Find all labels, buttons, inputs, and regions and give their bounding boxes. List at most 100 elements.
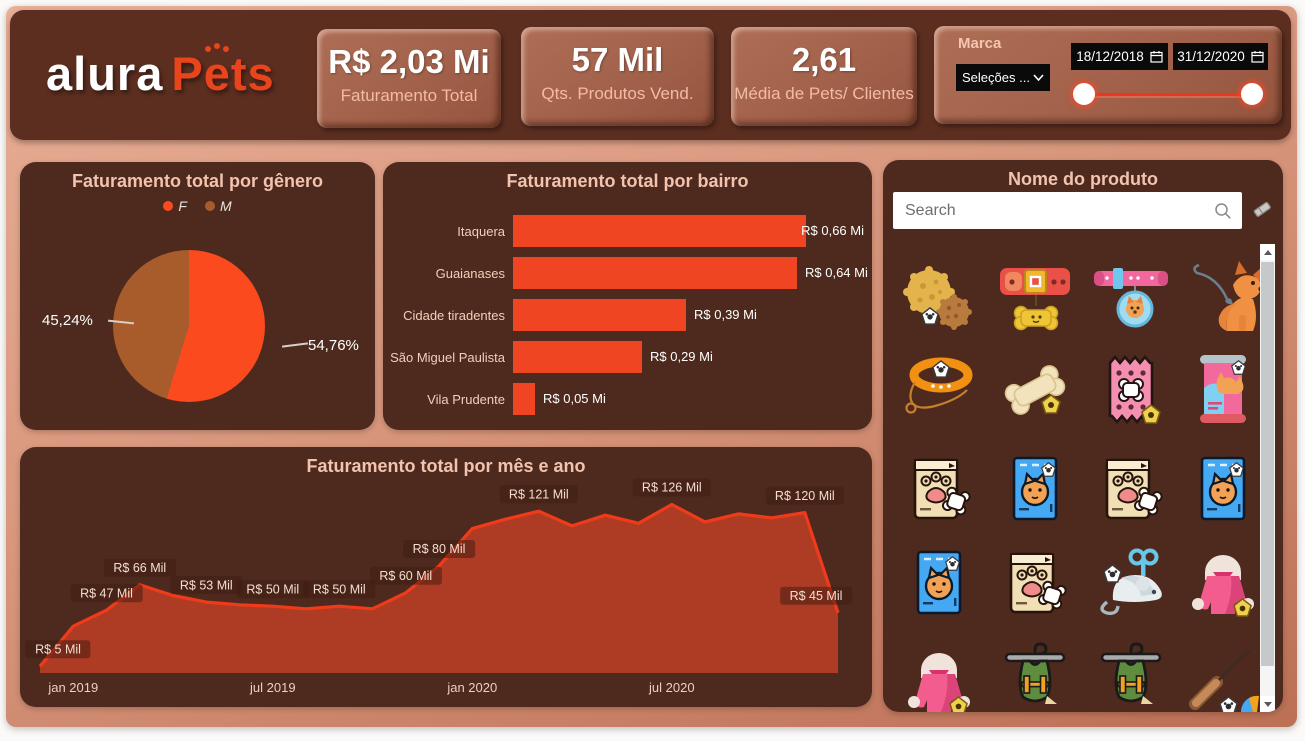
product-search-input[interactable] <box>893 201 1214 220</box>
panel-title: Faturamento total por gênero <box>71 171 323 191</box>
bar[interactable] <box>513 341 642 373</box>
date-slider-handle-end[interactable] <box>1241 83 1263 105</box>
bar-row: Guaianases R$ 0,64 Mi <box>383 252 872 294</box>
bar-row: Itaquera R$ 0,66 Mi <box>383 210 872 252</box>
harness-icon <box>1091 640 1171 712</box>
bar-value-label: R$ 0,66 Mi <box>801 223 864 238</box>
cat-food-bag-icon <box>899 542 979 622</box>
dog-food-bag-icon <box>899 448 979 528</box>
cat-food-bag-icon <box>995 448 1075 528</box>
x-axis-tick-label: jan 2019 <box>47 680 98 695</box>
collar-leash-product[interactable] <box>895 348 983 432</box>
header-bar: alura Pets R$ 2,03 Mi Faturamento Total 5… <box>10 10 1291 140</box>
pet-coat-product[interactable] <box>1179 540 1267 624</box>
svg-text:R$ 53 Mil: R$ 53 Mil <box>180 578 233 592</box>
cat-food-bag-product[interactable] <box>1179 446 1267 530</box>
svg-text:R$ 60 Mil: R$ 60 Mil <box>379 569 432 583</box>
collar-red-product[interactable] <box>991 257 1079 341</box>
collar-red-icon <box>995 259 1075 339</box>
panel-nome-do-produto: Nome do produto <box>883 160 1283 712</box>
harness-product[interactable] <box>1087 638 1175 712</box>
harness-product[interactable] <box>991 638 1079 712</box>
kpi-card-faturamento-total: R$ 2,03 Mi Faturamento Total <box>317 29 501 128</box>
bone-product[interactable] <box>991 348 1079 432</box>
dog-food-bag-product[interactable] <box>991 540 1079 624</box>
cat-food-bag-product[interactable] <box>895 540 983 624</box>
alura-pets-logo: alura Pets <box>46 46 275 101</box>
kpi-card-media-pets-clientes: 2,61 Média de Pets/ Clientes <box>731 27 917 126</box>
kpi-label: Faturamento Total <box>340 86 478 105</box>
data-label-chip: R$ 120 Mil <box>765 486 844 505</box>
pie-label-m: 45,24% <box>42 312 93 329</box>
svg-text:R$ 50 Mil: R$ 50 Mil <box>313 582 366 596</box>
bar-value-label: R$ 0,64 Mi <box>805 265 868 280</box>
bar-zone: R$ 0,29 Mi <box>513 341 872 373</box>
bar-value-label: R$ 0,29 Mi <box>650 349 713 364</box>
mouse-toy-icon <box>1091 542 1171 622</box>
dog-food-bag-product[interactable] <box>1087 446 1175 530</box>
date-slider-handle-start[interactable] <box>1073 83 1095 105</box>
chevron-down-icon <box>1033 74 1044 81</box>
collar-leash-icon <box>899 350 979 430</box>
cookies-product[interactable] <box>895 257 983 341</box>
product-search-box <box>893 192 1242 229</box>
svg-text:R$ 80 Mil: R$ 80 Mil <box>413 542 466 556</box>
calendar-icon <box>1251 51 1264 63</box>
bar-row: Cidade tiradentes R$ 0,39 Mi <box>383 294 872 336</box>
leash-toy-product[interactable] <box>1179 638 1267 712</box>
pie-callout-line <box>281 342 309 348</box>
mouse-toy-product[interactable] <box>1087 540 1175 624</box>
treat-bag-product[interactable] <box>1087 348 1175 432</box>
logo-alura-text: alura <box>46 47 164 100</box>
treat-bag-icon <box>1091 350 1171 430</box>
pie-label-f: 54,76% <box>308 337 359 354</box>
dog-food-bag-product[interactable] <box>895 446 983 530</box>
scroll-down-button[interactable] <box>1260 696 1275 712</box>
cat-food-bag-product[interactable] <box>991 446 1079 530</box>
legend-item-m[interactable]: M <box>204 198 232 214</box>
bar[interactable] <box>513 257 797 289</box>
date-range-slider-track[interactable] <box>1084 93 1252 96</box>
bar[interactable] <box>513 299 686 331</box>
scrollbar-thumb[interactable] <box>1261 262 1274 666</box>
gender-pie-chart[interactable] <box>113 250 265 402</box>
svg-text:R$ 120 Mil: R$ 120 Mil <box>775 489 835 503</box>
triangle-down-icon <box>1263 701 1272 707</box>
marca-dropdown[interactable]: Seleções ... <box>956 64 1050 91</box>
date-end-input[interactable]: 31/12/2020 <box>1173 43 1268 70</box>
dog-with-leash-product[interactable] <box>1179 257 1267 341</box>
svg-text:R$ 5 Mil: R$ 5 Mil <box>35 643 81 657</box>
bar-value-label: R$ 0,05 Mi <box>543 391 606 406</box>
area-fill[interactable] <box>40 504 838 674</box>
panel-title: Faturamento total por mês e ano <box>306 456 586 476</box>
bar[interactable] <box>513 215 806 247</box>
clear-filter-eraser-icon[interactable] <box>1251 198 1273 220</box>
harness-icon <box>995 640 1075 712</box>
marca-slicer-label: Marca <box>958 35 1002 52</box>
bar-zone: R$ 0,05 Mi <box>513 383 872 415</box>
x-axis-tick-label: jul 2020 <box>648 680 695 695</box>
svg-text:R$ 66 Mil: R$ 66 Mil <box>113 561 166 575</box>
calendar-icon <box>1150 51 1163 63</box>
data-label-chip: R$ 60 Mil <box>369 566 442 585</box>
bar-zone: R$ 0,66 Mi <box>513 215 872 247</box>
legend-dot-m <box>204 201 215 211</box>
data-label-chip: R$ 126 Mil <box>632 478 711 497</box>
bar[interactable] <box>513 383 535 415</box>
cat-food-can-product[interactable] <box>1179 348 1267 432</box>
data-label-chip: R$ 45 Mil <box>780 586 853 605</box>
pet-coat-product[interactable] <box>895 638 983 712</box>
cat-food-bag-icon <box>1183 448 1263 528</box>
date-start-input[interactable]: 18/12/2018 <box>1071 43 1168 70</box>
svg-text:R$ 45 Mil: R$ 45 Mil <box>790 589 843 603</box>
product-scrollbar[interactable] <box>1260 244 1275 712</box>
scroll-up-button[interactable] <box>1260 244 1275 260</box>
collar-pink-tag-product[interactable] <box>1087 257 1175 341</box>
logo-pets-text: Pets <box>171 47 275 100</box>
svg-text:R$ 126 Mil: R$ 126 Mil <box>642 481 702 495</box>
dog-with-leash-icon <box>1183 259 1263 339</box>
data-label-chip: R$ 53 Mil <box>170 576 243 595</box>
bar-category-label: Vila Prudente <box>427 391 505 407</box>
legend-item-f[interactable]: F <box>163 198 187 214</box>
month-area-chart: R$ 5 Mil R$ 47 Mil R$ 66 Mil R$ 53 Mil R… <box>20 447 872 707</box>
